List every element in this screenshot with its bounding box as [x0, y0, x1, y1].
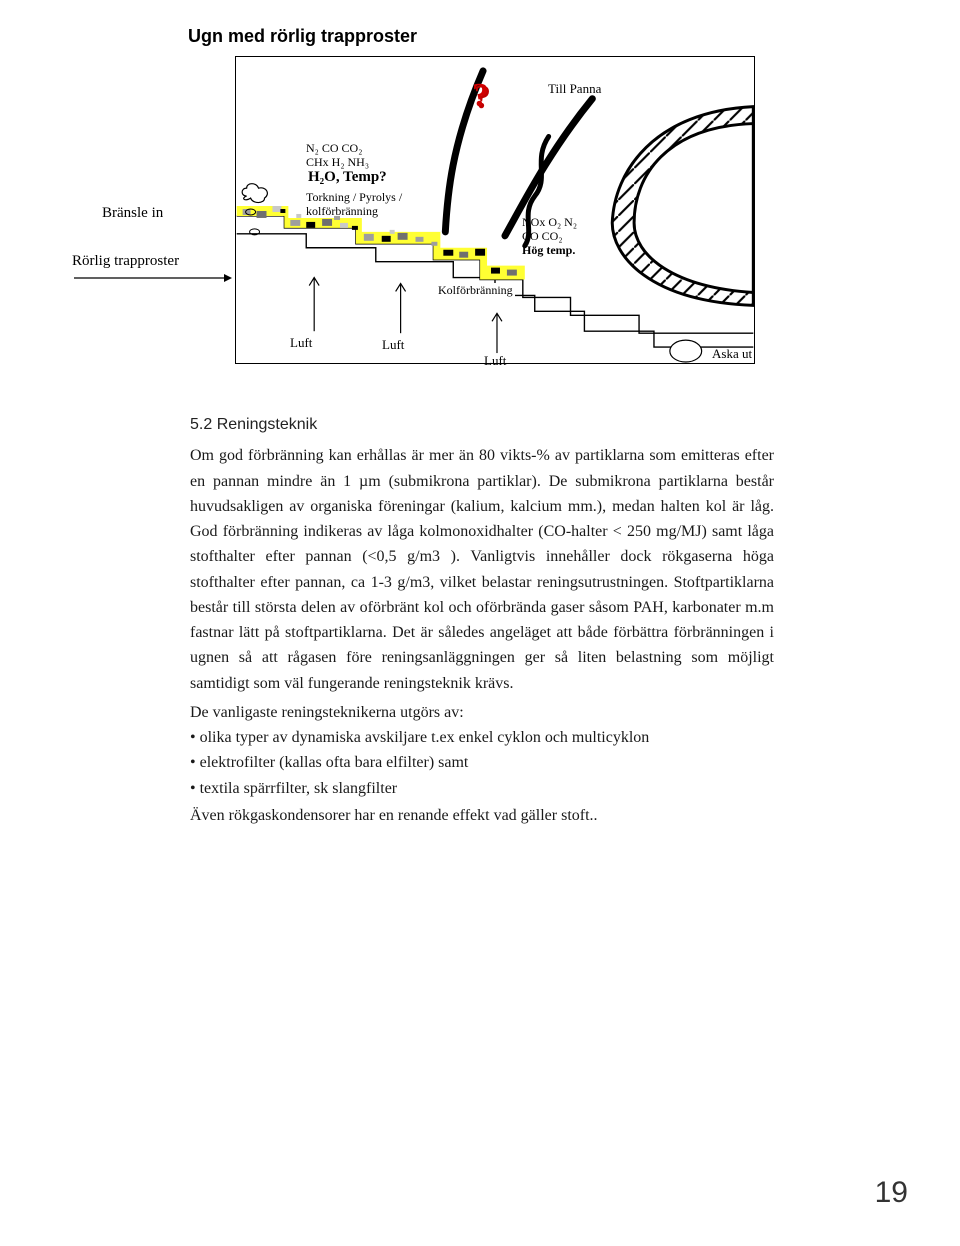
label-torkning-1: Torkning / Pyrolys /	[306, 190, 402, 205]
closing-line: Även rökgaskondensorer har en renande ef…	[190, 803, 774, 828]
bullet-1: • olika typer av dynamiska avskiljare t.…	[190, 725, 774, 750]
page: Ugn med rörlig trapproster Bränsle in Rö…	[0, 0, 960, 1246]
bullet-2: • elektrofilter (kallas ofta bara elfilt…	[190, 750, 774, 775]
label-luft-3: Luft	[484, 353, 506, 369]
page-number: 19	[875, 1176, 908, 1210]
label-h2o-temp: H₂O, Temp?	[308, 169, 387, 186]
question-mark-icon: ?	[472, 77, 489, 115]
label-rorlig-trapproster: Rörlig trapproster	[72, 253, 179, 270]
label-nox: NOx O₂ N₂	[522, 215, 577, 230]
label-co-co2: CO CO₂	[522, 229, 563, 244]
section-heading: 5.2 Reningsteknik	[190, 412, 774, 437]
label-torkning-2: kolförbränning	[306, 204, 378, 219]
body-text: 5.2 Reningsteknik Om god förbränning kan…	[190, 412, 774, 828]
list-intro: De vanligaste reningsteknikerna utgörs a…	[190, 700, 774, 725]
label-aska-ut: Aska ut	[712, 346, 752, 362]
rorlig-arrow-icon	[74, 273, 232, 283]
label-luft-2: Luft	[382, 337, 404, 353]
label-bransle-in: Bränsle in	[102, 205, 163, 222]
label-luft-1: Luft	[290, 335, 312, 351]
bullet-3: • textila spärrfilter, sk slangfilter	[190, 776, 774, 801]
label-kolforbranning: Kolförbränning	[436, 283, 515, 298]
figure-title: Ugn med rörlig trapproster	[188, 26, 417, 47]
label-chx-h2-nh3: CHx H₂ NH₃	[306, 155, 369, 170]
combustion-diagram: Till Panna ? ? N₂ CO CO₂ CHx H₂ NH₃ H₂O,…	[235, 56, 755, 364]
label-till-panna: Till Panna	[548, 81, 601, 97]
label-hog-temp: Hög temp.	[522, 243, 575, 258]
label-n2-co-co2: N₂ CO CO₂	[306, 141, 362, 156]
section-paragraph: Om god förbränning kan erhållas är mer ä…	[190, 443, 774, 696]
